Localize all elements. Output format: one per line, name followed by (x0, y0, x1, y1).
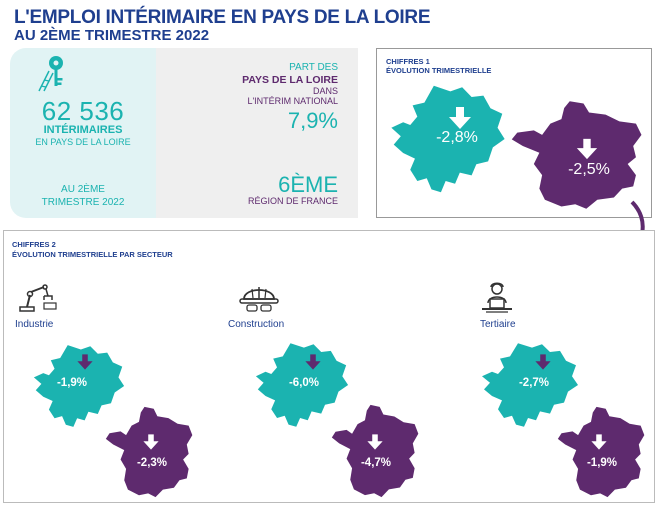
construction-france-map (331, 404, 419, 498)
share-label-2: PAYS DE LA LOIRE (242, 74, 338, 86)
robot-arm-icon (19, 284, 57, 312)
share-value: 7,9% (287, 108, 338, 133)
kpi-workers-panel: 62 536 INTÉRIMAIRES EN PAYS DE LA LOIRE … (10, 48, 156, 218)
industrie-france-map (105, 406, 193, 498)
industrie-france-value: -2,3% (136, 457, 168, 469)
chiffres-1-france-value: -2,5% (568, 161, 610, 178)
construction-region-value: -6,0% (288, 377, 320, 389)
industrie-region-arrow-icon (77, 354, 93, 370)
france-arrow-down-icon (576, 138, 598, 160)
tertiaire-region-value: -2,7% (518, 377, 550, 389)
key-ladder-icon (38, 56, 63, 92)
chiffres-2-panel: CHIFFRES 2 ÉVOLUTION TRIMESTRIELLE PAR S… (3, 230, 655, 503)
industrie-region-value: -1,9% (56, 377, 88, 389)
kpi-card: 62 536 INTÉRIMAIRES EN PAYS DE LA LOIRE … (10, 48, 358, 218)
workers-value: 62 536 (41, 96, 125, 126)
share-label-3: DANS (312, 86, 338, 96)
sector-label-tertiaire: Tertiaire (480, 319, 516, 330)
chiffres-2-title: ÉVOLUTION TRIMESTRIELLE PAR SECTEUR (12, 250, 173, 259)
page-subtitle: AU 2ÈME TRIMESTRE 2022 (14, 27, 210, 44)
chiffres-1-title: ÉVOLUTION TRIMESTRIELLE (386, 66, 492, 75)
workers-label: INTÉRIMAIRES (43, 124, 123, 136)
chiffres-1-panel: CHIFFRES 1 ÉVOLUTION TRIMESTRIELLE -2,8%… (376, 48, 652, 218)
industrie-france-arrow-icon (143, 434, 159, 450)
sector-label-industrie: Industrie (15, 319, 54, 330)
chiffres-1-region-value: -2,8% (436, 129, 478, 146)
hard-hat-icon (239, 287, 279, 312)
tertiaire-france-value: -1,9% (586, 457, 618, 469)
tertiaire-france-map (557, 406, 645, 498)
tertiaire-france-arrow-icon (591, 434, 607, 450)
period-line-1: AU 2ÈME (61, 184, 105, 195)
construction-france-value: -4,7% (360, 457, 392, 469)
share-label-4: L'INTÉRIM NATIONAL (247, 96, 338, 106)
chiffres-2-label: CHIFFRES 2 (12, 240, 56, 249)
sector-label-construction: Construction (228, 319, 285, 330)
pdl-arrow-down-icon (449, 107, 471, 129)
rank-label: RÉGION DE FRANCE (247, 196, 338, 206)
chiffres-1-label: CHIFFRES 1 (386, 57, 430, 66)
period-line-2: TRIMESTRE 2022 (41, 197, 125, 208)
office-worker-icon (482, 282, 512, 313)
page-title: L'EMPLOI INTÉRIMAIRE EN PAYS DE LA LOIRE (14, 7, 431, 28)
tertiaire-region-arrow-icon (535, 354, 551, 370)
construction-france-arrow-icon (367, 434, 383, 450)
kpi-share-panel (156, 48, 358, 218)
share-label-1: PART DES (289, 62, 338, 73)
construction-region-arrow-icon (305, 354, 321, 370)
rank-value: 6ÈME (278, 172, 338, 197)
workers-sublabel: EN PAYS DE LA LOIRE (35, 137, 131, 147)
